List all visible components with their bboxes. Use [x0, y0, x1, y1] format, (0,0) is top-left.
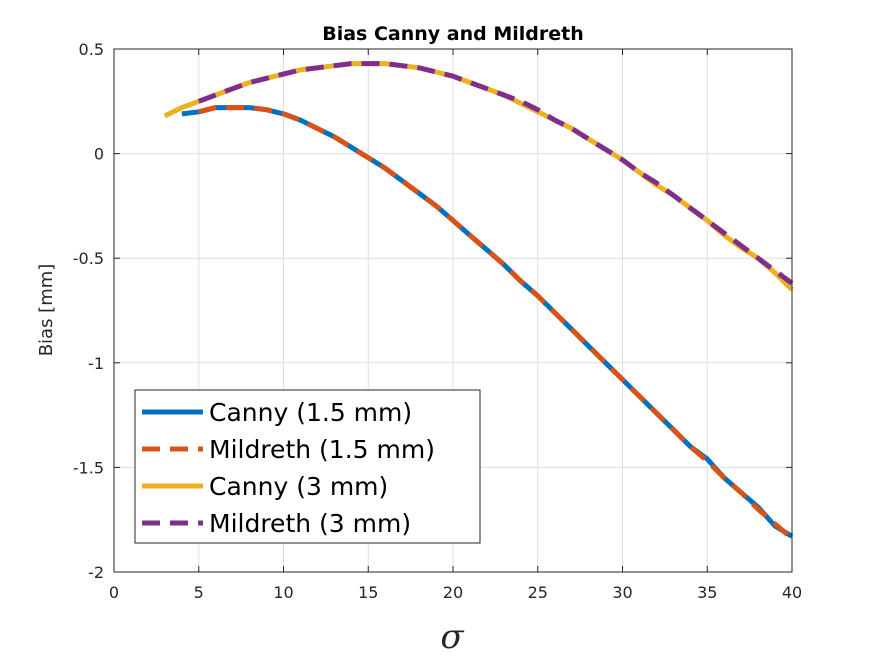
- axis-ticks: 0 5 10 15 20 25 30 35 40 0.5 0 -0.5 -1 -1.5 -2: [73, 40, 802, 602]
- y-tick-label: -0.5: [73, 249, 104, 268]
- x-tick-label: 20: [443, 583, 463, 602]
- x-tick-label: 30: [612, 583, 632, 602]
- chart-title: Bias Canny and Mildreth: [322, 23, 584, 45]
- y-tick-label: 0: [94, 145, 104, 164]
- series-layer: [163, 61, 794, 541]
- legend: Canny (1.5 mm) Mildreth (1.5 mm) Canny (3 …: [134, 389, 481, 544]
- legend-label-2: Mildreth (1.5 mm): [209, 435, 435, 464]
- series-line-4: [197, 61, 794, 286]
- y-tick-label: -1.5: [73, 458, 104, 477]
- y-axis-label: Bias [mm]: [36, 264, 57, 357]
- y-tick-label: -2: [88, 563, 104, 582]
- x-tick-label: 15: [358, 583, 378, 602]
- x-tick-label: 5: [194, 583, 204, 602]
- grid-lines: [113, 48, 793, 573]
- legend-label-4: Mildreth (3 mm): [209, 509, 411, 538]
- legend-box: [134, 389, 481, 544]
- x-tick-label: 35: [697, 583, 717, 602]
- y-tick-label: 0.5: [79, 40, 104, 59]
- legend-label-3: Canny (3 mm): [209, 472, 388, 501]
- legend-label-1: Canny (1.5 mm): [209, 398, 412, 427]
- x-tick-label: 10: [273, 583, 293, 602]
- x-tick-label: 0: [109, 583, 119, 602]
- x-tick-label: 25: [528, 583, 548, 602]
- x-tick-label: 40: [782, 583, 802, 602]
- x-axis-label: σ: [440, 617, 464, 656]
- y-tick-label: -1: [88, 354, 104, 373]
- series-line-2: [198, 105, 794, 541]
